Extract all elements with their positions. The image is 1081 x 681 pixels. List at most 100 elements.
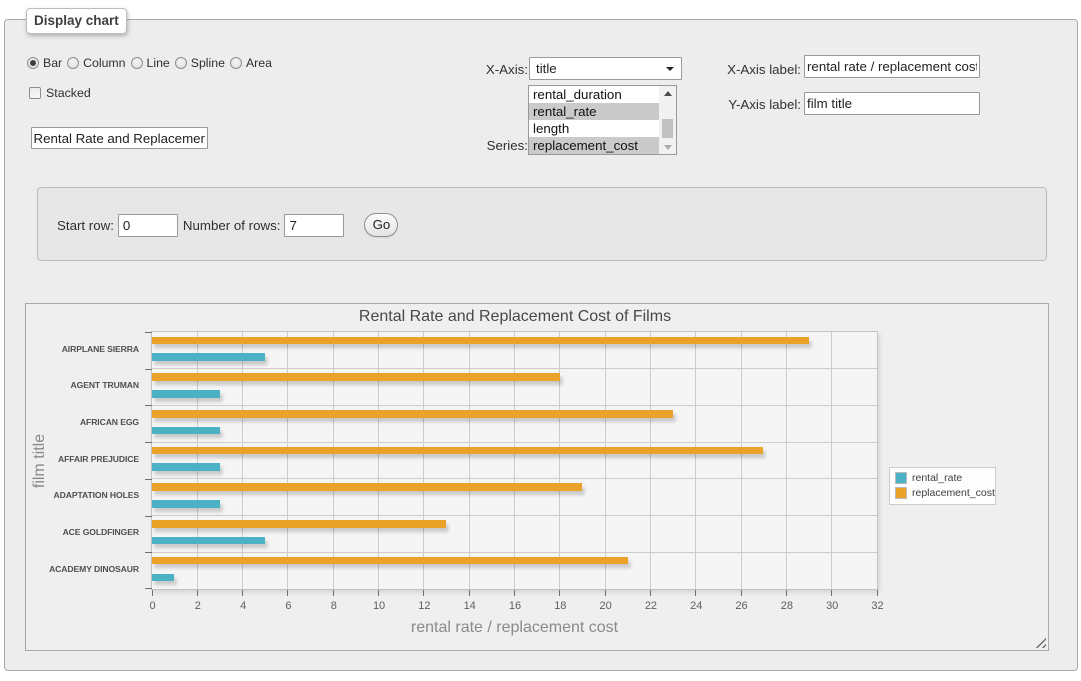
radio-button[interactable] (174, 56, 187, 69)
series-options: rental_duration rental_rate length replacem… (529, 86, 659, 154)
radio-button[interactable] (229, 56, 242, 69)
row-range-toolbar: Start row: Number of rows: Go (37, 187, 1047, 261)
x-axis-tick-label: 20 (599, 600, 612, 612)
chart-type-radio-line[interactable]: Line (130, 55, 170, 70)
x-axis-tick-mark (785, 590, 787, 596)
bar-rental_rate (152, 463, 220, 471)
x-axis-tick-mark (876, 590, 878, 596)
x-gridline (514, 332, 515, 589)
chart-type-radio-bar[interactable]: Bar (27, 56, 62, 70)
scrollbar-down-button[interactable] (659, 139, 676, 154)
series-option-rental_duration[interactable]: rental_duration (533, 87, 622, 102)
x-axis-tick-label: 24 (690, 600, 703, 612)
bar-rental_rate (152, 536, 266, 545)
bar-rental_rate (152, 390, 220, 398)
x-axis-selected-value: title (536, 61, 557, 76)
bar-rental_rate (152, 573, 175, 582)
chart-type-radio-column[interactable]: Column (67, 55, 126, 70)
series-listbox[interactable]: rental_duration rental_rate length replacem… (528, 85, 677, 155)
display-chart-fieldset: Display chart Bar Column Line Spline Area St… (4, 8, 1078, 671)
series-option-rental_rate[interactable]: rental_rate (529, 103, 659, 120)
series-option-replacement_cost[interactable]: replacement_cost (529, 137, 659, 154)
scrollbar-up-button[interactable] (659, 86, 676, 101)
x-gridline (695, 332, 697, 589)
x-axis-tick-mark (740, 590, 742, 596)
x-axis-tick-label: 6 (285, 600, 292, 612)
x-gridline (604, 332, 606, 589)
radio-label: Column (83, 55, 126, 70)
x-axis-tick-label: 16 (508, 600, 522, 612)
scrollbar-thumb[interactable] (662, 119, 673, 138)
x-axis-tick-label: 10 (372, 600, 386, 612)
stacked-checkbox-row[interactable]: Stacked (29, 86, 91, 100)
y-axis-tick-mark (145, 515, 152, 517)
x-axis-tick-mark (468, 590, 470, 596)
y-gridline (152, 368, 877, 370)
y-axis-label-field-label: Y-Axis label: (728, 97, 801, 112)
category-label: AGENT TRUMAN (70, 380, 140, 391)
radio-button[interactable] (67, 56, 80, 69)
bar-replacement_cost (152, 446, 764, 455)
x-axis-tick-mark (604, 590, 606, 596)
x-axis-tick-label: 0 (149, 600, 156, 612)
category-label: AFFAIR PREJUDICE (57, 453, 139, 464)
radio-label: Area (245, 55, 272, 70)
x-axis-tick-mark (287, 590, 289, 596)
radio-label: Spline (190, 55, 225, 70)
x-axis-tick-label: 18 (554, 600, 567, 612)
stacked-checkbox[interactable] (29, 87, 41, 99)
x-gridline (831, 332, 833, 589)
radio-label: Line (146, 55, 170, 70)
x-gridline (242, 332, 244, 589)
bar-rental_rate (152, 500, 220, 508)
chart-title: Rental Rate and Replacement Cost of Film… (358, 308, 672, 325)
chart-resize-grip-icon[interactable] (1035, 637, 1046, 648)
series-scrollbar[interactable] (659, 86, 676, 154)
y-axis-tick-mark (145, 588, 152, 589)
x-axis-tick-mark (649, 590, 651, 596)
x-gridline (785, 332, 787, 589)
plot-area (145, 331, 878, 596)
x-axis-tick-label: 28 (780, 600, 793, 612)
category-label: AIRPLANE SIERRA (61, 343, 139, 354)
y-gridline (152, 551, 877, 553)
number-of-rows-label: Number of rows: (182, 217, 281, 233)
scroll-down-arrow-icon (663, 145, 672, 150)
chart-type-radio-group: Bar Column Line Spline Area (27, 55, 277, 70)
x-axis-tick-mark (423, 590, 425, 596)
chart-type-radio-area[interactable]: Area (229, 55, 272, 70)
radio-button[interactable] (130, 56, 143, 69)
x-gridline (287, 332, 289, 589)
y-axis-label-input[interactable] (804, 92, 980, 115)
legend-swatch-rental_rate (895, 472, 907, 484)
number-of-rows-input[interactable] (284, 213, 345, 237)
category-label: ADAPTATION HOLES (53, 490, 140, 501)
x-gridline (332, 332, 334, 589)
go-button[interactable]: Go (364, 213, 399, 237)
x-axis-label-input[interactable] (804, 55, 980, 78)
x-axis-tick-mark (196, 590, 198, 596)
y-gridline (152, 515, 877, 517)
x-axis-tick-mark (242, 590, 244, 596)
legend-item: replacement_cost (895, 486, 995, 499)
y-axis-tick-mark (145, 368, 152, 370)
x-axis-tick-label: 14 (463, 600, 476, 612)
radio-label: Bar (43, 55, 63, 70)
category-label: ACE GOLDFINGER (62, 527, 140, 538)
chart-title-input[interactable] (30, 127, 208, 149)
chart-type-radio-spline[interactable]: Spline (174, 55, 225, 70)
category-label: ACADEMY DINOSAUR (49, 563, 139, 574)
x-axis-select[interactable]: title (529, 57, 682, 80)
bar-rental_rate (152, 426, 220, 435)
y-gridline (152, 441, 877, 443)
bar-replacement_cost (152, 336, 809, 345)
radio-button-checked[interactable] (27, 56, 39, 69)
start-row-input[interactable] (117, 213, 178, 237)
series-option-length[interactable]: length (533, 121, 570, 136)
x-gridline (468, 332, 470, 589)
y-gridline (152, 404, 877, 406)
x-axis-tick-label: 2 (194, 600, 201, 612)
x-axis-tick-label: 4 (240, 600, 247, 612)
legend-series-name: replacement_cost (912, 486, 995, 499)
